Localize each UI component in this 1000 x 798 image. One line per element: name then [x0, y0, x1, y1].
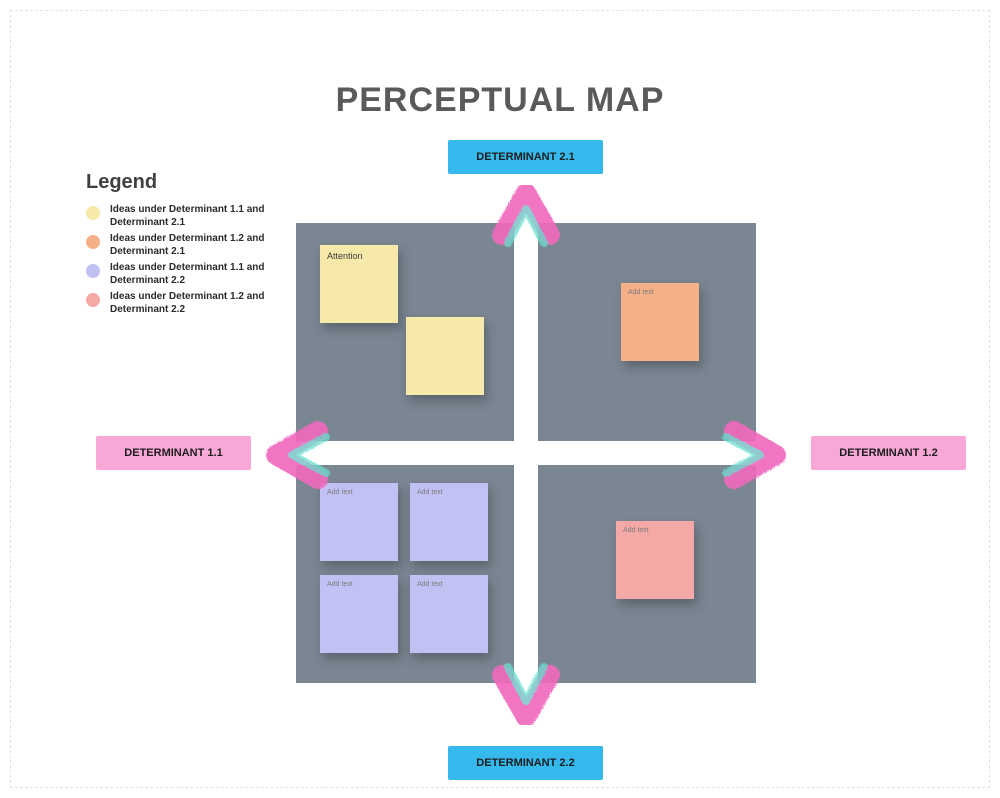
sticky-note[interactable]: Add text — [616, 521, 694, 599]
sticky-note[interactable]: Add text — [410, 483, 488, 561]
quadrant-board: AttentionAdd textAdd textAdd textAdd tex… — [296, 223, 756, 683]
sticky-note[interactable]: Attention — [320, 245, 398, 323]
legend-title: Legend — [86, 171, 306, 194]
sticky-note[interactable]: Add text — [320, 575, 398, 653]
legend-dot — [86, 235, 100, 249]
canvas: PERCEPTUAL MAP Legend Ideas under Determ… — [10, 10, 990, 788]
legend-label: Ideas under Determinant 1.1 and Determin… — [110, 204, 306, 229]
legend-dot — [86, 264, 100, 278]
legend-dot — [86, 206, 100, 220]
page-title: PERCEPTUAL MAP — [11, 81, 989, 120]
sticky-note[interactable]: Add text — [320, 483, 398, 561]
axis-label-bottom[interactable]: DETERMINANT 2.2 — [448, 746, 603, 780]
legend-item: Ideas under Determinant 1.2 and Determin… — [86, 233, 306, 258]
axis-label-right[interactable]: DETERMINANT 1.2 — [811, 436, 966, 470]
legend-label: Ideas under Determinant 1.2 and Determin… — [110, 233, 306, 258]
sticky-note[interactable]: Add text — [410, 575, 488, 653]
sticky-note[interactable]: Add text — [621, 283, 699, 361]
axis-label-top[interactable]: DETERMINANT 2.1 — [448, 140, 603, 174]
legend-item: Ideas under Determinant 1.2 and Determin… — [86, 291, 306, 316]
legend: Legend Ideas under Determinant 1.1 and D… — [86, 171, 306, 320]
legend-item: Ideas under Determinant 1.1 and Determin… — [86, 204, 306, 229]
sticky-note[interactable] — [406, 317, 484, 395]
legend-label: Ideas under Determinant 1.1 and Determin… — [110, 262, 306, 287]
legend-dot — [86, 293, 100, 307]
axis-label-left[interactable]: DETERMINANT 1.1 — [96, 436, 251, 470]
legend-label: Ideas under Determinant 1.2 and Determin… — [110, 291, 306, 316]
legend-item: Ideas under Determinant 1.1 and Determin… — [86, 262, 306, 287]
